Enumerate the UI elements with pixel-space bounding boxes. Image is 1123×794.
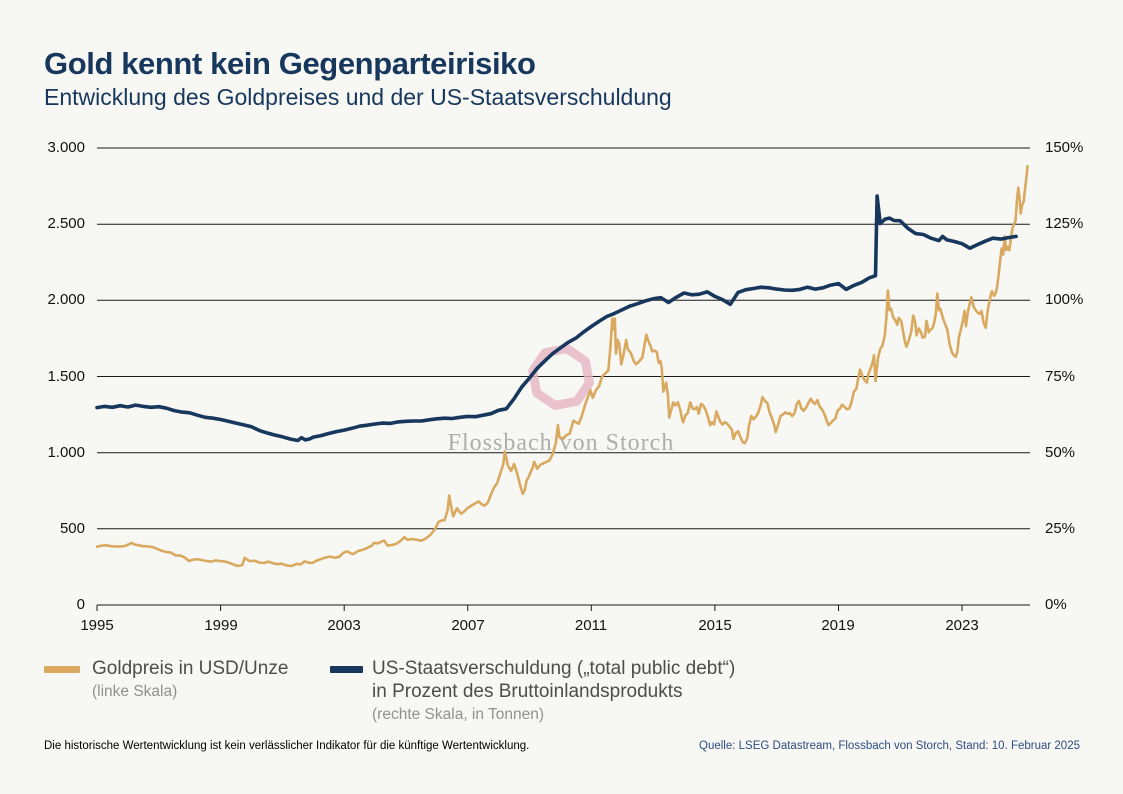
legend-swatch-gold	[44, 666, 80, 673]
x-tick-label: 2007	[451, 617, 485, 634]
y-left-tick-label: 2.000	[47, 291, 85, 308]
y-right-tick-label: 0%	[1045, 596, 1067, 613]
x-tick-label: 1999	[204, 617, 238, 634]
y-right-tick-label: 75%	[1045, 368, 1076, 385]
watermark-octagon-icon	[528, 344, 594, 410]
x-tick-label: 2019	[821, 617, 855, 634]
watermark-text: Flossbach von Storch	[447, 430, 675, 456]
legend-item-gold: Goldpreis in USD/Unze (linke Skala)	[92, 657, 288, 703]
footer-disclaimer: Die historische Wertentwicklung ist kein…	[44, 740, 530, 752]
legend-note-debt: (rechte Skala, in Tonnen)	[372, 706, 545, 723]
legend-item-debt: US-Staatsverschuldung („total public deb…	[372, 657, 735, 726]
page-subtitle: Entwicklung des Goldpreises und der US-S…	[44, 84, 672, 110]
legend-note-gold: (linke Skala)	[92, 683, 178, 700]
x-tick-label: 1995	[80, 617, 114, 634]
y-right-tick-label: 150%	[1045, 139, 1084, 156]
y-left-tick-label: 500	[59, 520, 85, 537]
y-left-tick-label: 2.500	[47, 215, 85, 232]
y-left-tick-label: 3.000	[47, 139, 85, 156]
legend-label-debt-line1: US-Staatsverschuldung („total public deb…	[372, 658, 736, 679]
y-right-tick-label: 125%	[1045, 215, 1084, 232]
page-title: Gold kennt kein Gegenparteirisiko	[44, 46, 536, 81]
x-tick-label: 2015	[698, 617, 732, 634]
y-right-tick-label: 25%	[1045, 520, 1076, 537]
x-tick-label: 2023	[945, 617, 979, 634]
x-tick-label: 2003	[327, 617, 361, 634]
y-left-tick-label: 0	[76, 596, 85, 613]
x-tick-label: 2011	[574, 617, 608, 634]
y-right-tick-label: 100%	[1045, 291, 1084, 308]
legend-label-gold: Goldpreis in USD/Unze	[92, 658, 289, 679]
footer-source: Quelle: LSEG Datastream, Flossbach von S…	[699, 740, 1080, 752]
series-us-debt	[95, 194, 1018, 443]
series-gold-price	[95, 164, 1029, 568]
y-right-tick-label: 50%	[1045, 444, 1076, 461]
legend-label-debt-line2: in Prozent des Bruttoinlandsprodukts	[372, 681, 683, 702]
legend-swatch-debt	[330, 666, 363, 673]
y-left-tick-label: 1.000	[47, 444, 85, 461]
y-left-tick-label: 1.500	[47, 368, 85, 385]
